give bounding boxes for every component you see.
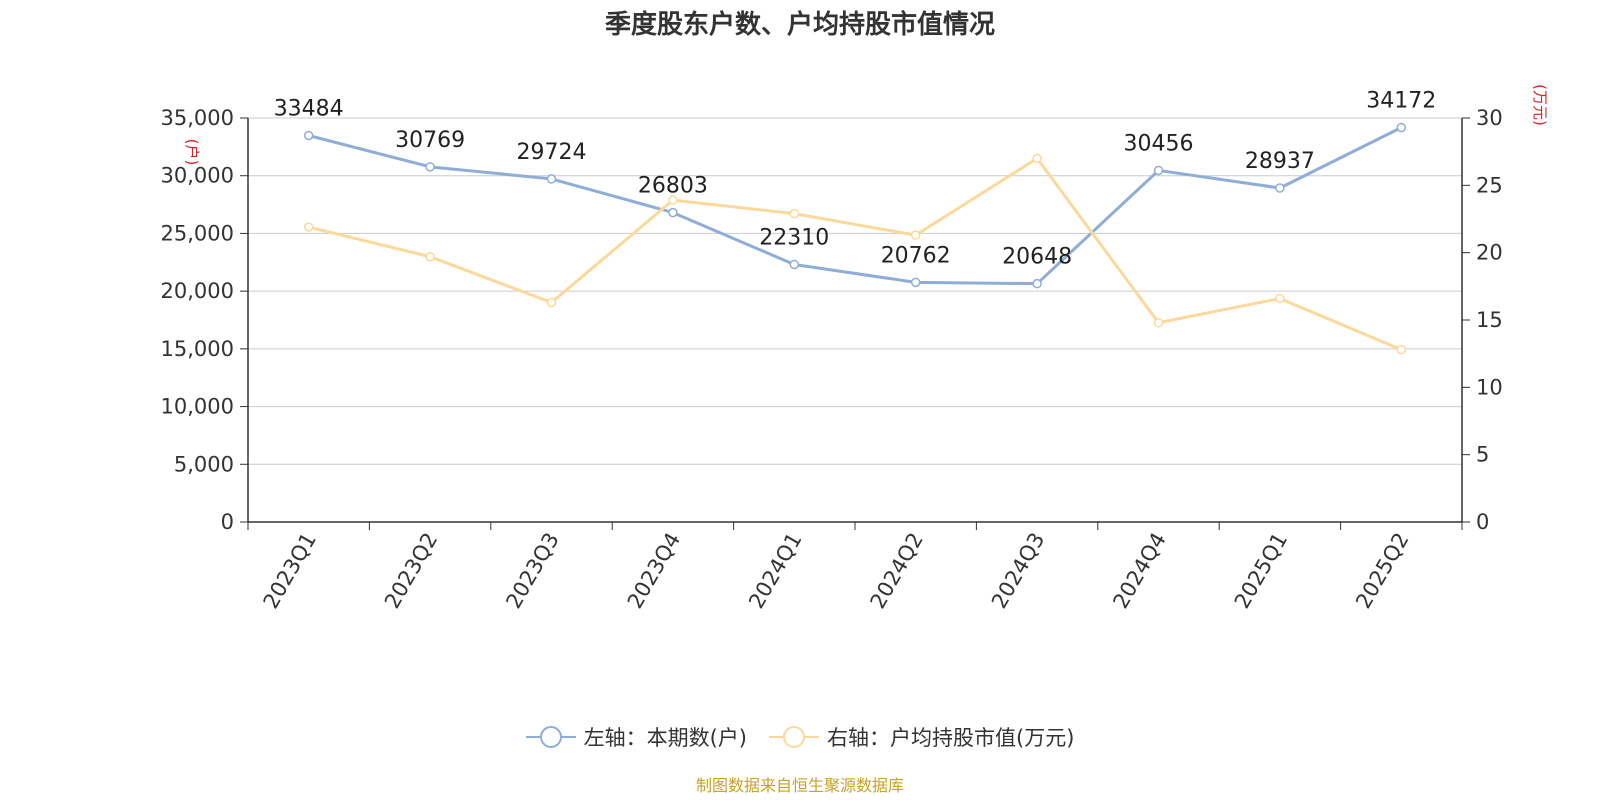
- right-tick-label: 20: [1476, 241, 1503, 265]
- right-tick-label: 10: [1476, 375, 1503, 399]
- chart-title: 季度股东户数、户均持股市值情况: [604, 10, 995, 40]
- data-point-right: [1032, 153, 1042, 164]
- right-axis-unit: (万元): [1531, 84, 1549, 126]
- right-tick-label: 25: [1476, 173, 1503, 197]
- x-tick-label: 2023Q2: [380, 529, 442, 613]
- data-point-right: [1396, 344, 1407, 355]
- data-point-left: [910, 277, 921, 288]
- x-tick-label: 2023Q1: [259, 529, 321, 613]
- left-tick-label: 0: [221, 510, 234, 534]
- left-tick-label: 10,000: [161, 395, 234, 419]
- data-point-right: [1153, 317, 1164, 328]
- x-tick-label: 2024Q3: [987, 529, 1049, 613]
- data-label: 28937: [1245, 149, 1315, 174]
- data-labels: 33484 30769 29724 26803 22310 20762 20648 30456…: [274, 89, 1437, 270]
- data-point-right: [910, 230, 921, 240]
- data-label: 20648: [1002, 245, 1072, 270]
- grid-lines: [248, 117, 1462, 465]
- data-point-left: [546, 174, 557, 184]
- data-label: 33484: [274, 96, 344, 121]
- legend-label-right-series: 右轴：户均持股市值(万元): [827, 726, 1075, 750]
- series: [303, 122, 1407, 355]
- legend-item-right-series[interactable]: 右轴：户均持股市值(万元): [769, 722, 1074, 752]
- series-line-left: [308, 126, 1402, 286]
- legend-item-left-series[interactable]: 左轴：本期数(户): [525, 722, 747, 752]
- data-point-right: [425, 251, 435, 262]
- x-tick-label: 2024Q2: [866, 529, 928, 613]
- data-label: 26803: [638, 174, 708, 199]
- x-tick-label: 2024Q4: [1108, 529, 1170, 613]
- data-point-left: [303, 130, 314, 141]
- left-tick-label: 15,000: [161, 337, 234, 361]
- data-label: 29724: [517, 140, 587, 165]
- data-point-left: [1275, 183, 1285, 193]
- series-line-right: [308, 156, 1402, 352]
- data-point-left: [1396, 122, 1407, 133]
- left-tick-label: 25,000: [161, 221, 234, 245]
- data-label: 20762: [881, 243, 951, 268]
- data-point-right: [546, 297, 557, 308]
- data-point-right: [789, 208, 800, 219]
- legend-marker-right-series: [769, 726, 819, 748]
- legend: 左轴：本期数(户) 右轴：户均持股市值(万元): [0, 722, 1600, 752]
- data-label: 22310: [759, 225, 829, 250]
- legend-label-left-series: 左轴：本期数(户): [583, 726, 747, 750]
- x-tick-label: 2025Q2: [1351, 529, 1413, 613]
- x-tick-label: 2024Q1: [744, 529, 806, 613]
- legend-marker-left-series: [525, 726, 576, 748]
- source-note: 制图数据来自恒生聚源数据库: [695, 776, 904, 795]
- right-tick-label: 5: [1476, 443, 1489, 467]
- x-tick-label: 2023Q3: [501, 529, 563, 613]
- data-point-right: [1275, 293, 1285, 304]
- data-point-left: [1153, 165, 1164, 176]
- x-tick-label: 2023Q4: [623, 529, 685, 613]
- data-point-left: [425, 162, 435, 172]
- data-label: 30456: [1124, 131, 1194, 156]
- right-tick-label: 30: [1476, 106, 1503, 130]
- data-point-left: [1032, 278, 1042, 289]
- right-tick-label: 15: [1476, 308, 1503, 332]
- left-tick-label: 35,000: [161, 106, 234, 130]
- x-tick-label: 2025Q1: [1230, 529, 1292, 613]
- left-tick-label: 5,000: [174, 452, 234, 476]
- right-tick-label: 0: [1476, 510, 1489, 534]
- data-point-left: [668, 207, 678, 218]
- data-label: 34172: [1366, 89, 1436, 114]
- data-point-right: [303, 222, 314, 232]
- left-tick-label: 20,000: [161, 279, 234, 303]
- left-tick-label: 30,000: [161, 164, 234, 188]
- data-point-right: [668, 195, 678, 205]
- data-label: 30769: [395, 128, 465, 153]
- data-point-left: [789, 259, 800, 270]
- left-axis-unit: (户): [183, 139, 201, 166]
